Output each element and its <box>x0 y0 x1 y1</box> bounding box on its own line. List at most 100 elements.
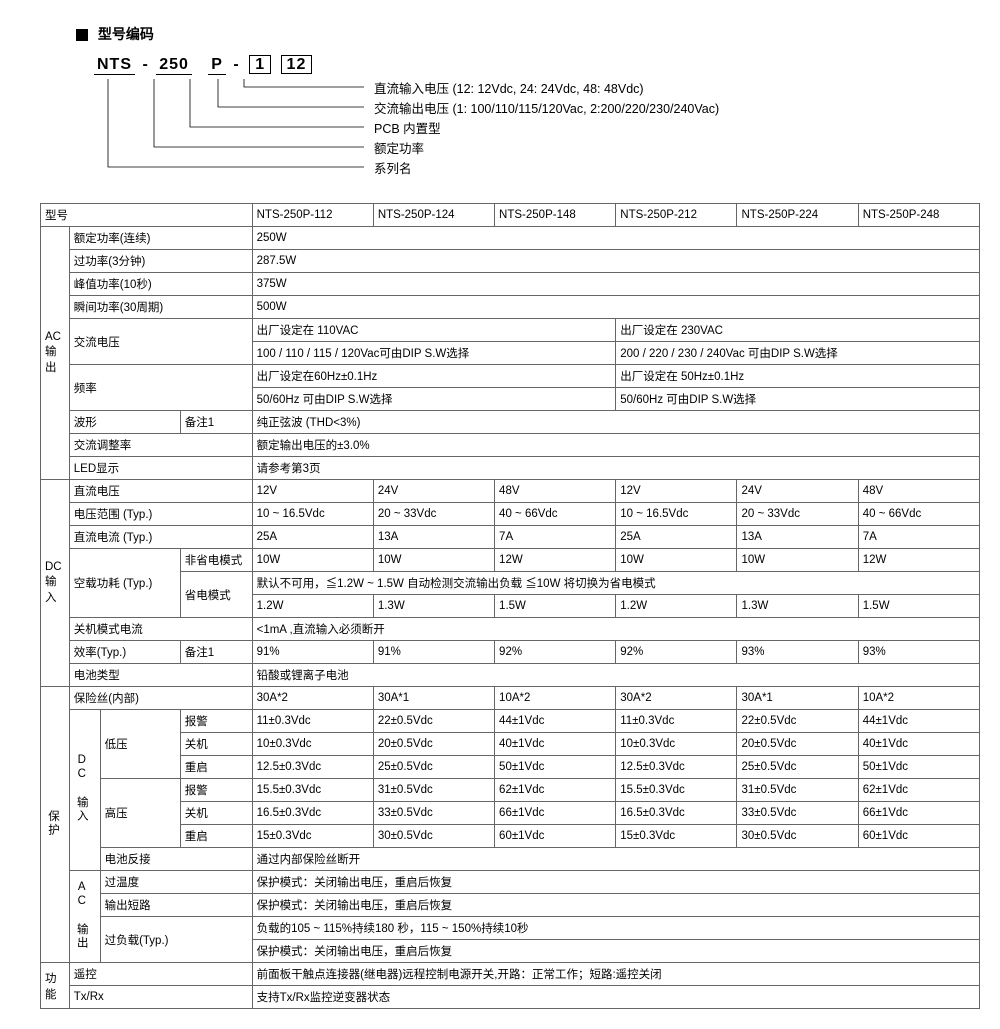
cell: 15.5±0.3Vdc <box>616 779 737 802</box>
col-model-1: NTS-250P-124 <box>373 204 494 227</box>
prot-sc-v: 保护模式：关闭输出电压，重启后恢复 <box>252 894 979 917</box>
cell: 44±1Vdc <box>858 710 979 733</box>
cell: 48V <box>858 480 979 503</box>
model-seg-series: NTS <box>94 56 135 75</box>
model-seg-vout: 1 <box>249 55 271 74</box>
table-row: 空载功耗 (Typ.) 非省电模式 10W10W12W10W10W12W <box>41 549 980 572</box>
cell: 10±0.3Vdc <box>616 733 737 756</box>
cell: 12V <box>252 480 373 503</box>
cell: 20 ~ 33Vdc <box>737 503 858 526</box>
cell: 31±0.5Vdc <box>737 779 858 802</box>
cell: 25A <box>616 526 737 549</box>
ac-led-l: LED显示 <box>69 457 252 480</box>
func-txrx-v: 支持Tx/Rx监控逆变器状态 <box>252 986 979 1009</box>
cell: 33±0.5Vdc <box>373 802 494 825</box>
cell: 31±0.5Vdc <box>373 779 494 802</box>
model-seg-dash2: - <box>231 56 241 73</box>
cell: 13A <box>373 526 494 549</box>
cell: 10W <box>616 549 737 572</box>
cell: 30A*1 <box>737 687 858 710</box>
cell: 40±1Vdc <box>495 733 616 756</box>
cell: 22±0.5Vdc <box>737 710 858 733</box>
cell: 44±1Vdc <box>495 710 616 733</box>
cell: 20±0.5Vdc <box>737 733 858 756</box>
table-row: 功能 遥控 前面板干触点连接器(继电器)远程控制电源开关,开路：正常工作；短路:… <box>41 963 980 986</box>
ac-rated-v: 250W <box>252 227 979 250</box>
dc-noload-l: 空载功耗 (Typ.) <box>69 549 180 618</box>
cat-dc-input: DC 输入 <box>41 480 70 687</box>
cell: 1.5W <box>495 595 616 618</box>
col-model-4: NTS-250P-224 <box>737 204 858 227</box>
cell: 62±1Vdc <box>858 779 979 802</box>
col-model-2: NTS-250P-148 <box>495 204 616 227</box>
func-rc-l: 遥控 <box>69 963 252 986</box>
ac-surge-l: 瞬间功率(30周期) <box>69 296 252 319</box>
prot-lv-rs-l: 重启 <box>180 756 252 779</box>
cell: 30A*1 <box>373 687 494 710</box>
cell: 12.5±0.3Vdc <box>616 756 737 779</box>
cell: 40±1Vdc <box>858 733 979 756</box>
cell: 92% <box>616 641 737 664</box>
prot-ol-l: 过负载(Typ.) <box>100 917 252 963</box>
dc-eff-l: 效率(Typ.) <box>69 641 180 664</box>
cell: 60±1Vdc <box>495 825 616 848</box>
prot-lv-alarm-l: 报警 <box>180 710 252 733</box>
cell: 15±0.3Vdc <box>616 825 737 848</box>
cell: 93% <box>858 641 979 664</box>
cell: 33±0.5Vdc <box>737 802 858 825</box>
cell: 48V <box>495 480 616 503</box>
prot-hv-sd-l: 关机 <box>180 802 252 825</box>
cell: 16.5±0.3Vdc <box>616 802 737 825</box>
dc-noload-b: 省电模式 <box>180 572 252 618</box>
col-model-3: NTS-250P-212 <box>616 204 737 227</box>
table-row: 关机 10±0.3Vdc20±0.5Vdc40±1Vdc10±0.3Vdc20±… <box>41 733 980 756</box>
cell: 20 ~ 33Vdc <box>373 503 494 526</box>
ac-over-v: 287.5W <box>252 250 979 273</box>
cat-function: 功能 <box>41 963 70 1009</box>
cell: 11±0.3Vdc <box>252 710 373 733</box>
cell: 91% <box>373 641 494 664</box>
cell: 1.2W <box>252 595 373 618</box>
cell: 11±0.3Vdc <box>616 710 737 733</box>
cell: 12W <box>495 549 616 572</box>
cell: 10W <box>373 549 494 572</box>
cell: 15.5±0.3Vdc <box>252 779 373 802</box>
table-row: 高压 报警 15.5±0.3Vdc31±0.5Vdc62±1Vdc15.5±0.… <box>41 779 980 802</box>
table-row: 频率 出厂设定在60Hz±0.1Hz 出厂设定在 50Hz±0.1Hz <box>41 365 980 388</box>
prot-sc-l: 输出短路 <box>100 894 252 917</box>
cell: 30±0.5Vdc <box>373 825 494 848</box>
table-row: LED显示 请参考第3页 <box>41 457 980 480</box>
connector-lines-icon <box>94 79 374 189</box>
cell: 24V <box>373 480 494 503</box>
cell: 66±1Vdc <box>858 802 979 825</box>
ac-freq-a2: 50/60Hz 可由DIP S.W选择 <box>252 388 616 411</box>
ac-led-v: 请参考第3页 <box>252 457 979 480</box>
cell: 92% <box>495 641 616 664</box>
table-row: 重启 15±0.3Vdc30±0.5Vdc60±1Vdc15±0.3Vdc30±… <box>41 825 980 848</box>
table-row: DC 输入 直流电压 12V24V48V12V24V48V <box>41 480 980 503</box>
cell: 40 ~ 66Vdc <box>495 503 616 526</box>
cell: 1.2W <box>616 595 737 618</box>
ac-surge-v: 500W <box>252 296 979 319</box>
table-row: AC 输出 过温度 保护模式：关闭输出电压，重启后恢复 <box>41 871 980 894</box>
desc-line-power: 额定功率 <box>374 139 719 159</box>
prot-otp-v: 保护模式：关闭输出电压，重启后恢复 <box>252 871 979 894</box>
cell: 7A <box>858 526 979 549</box>
cell: 24V <box>737 480 858 503</box>
table-row: 过负载(Typ.) 负载的105 ~ 115%持续180 秒，115 ~ 150… <box>41 917 980 940</box>
ac-wave-l: 波形 <box>69 411 180 434</box>
table-row: 关机 16.5±0.3Vdc33±0.5Vdc66±1Vdc16.5±0.3Vd… <box>41 802 980 825</box>
cell: 1.3W <box>373 595 494 618</box>
dc-off-l: 关机模式电流 <box>69 618 252 641</box>
section-title-text: 型号编码 <box>98 26 154 42</box>
ac-volt-a1: 出厂设定在 110VAC <box>252 319 616 342</box>
cell: 10 ~ 16.5Vdc <box>252 503 373 526</box>
table-row: 关机模式电流 <1mA ,直流输入必须断开 <box>41 618 980 641</box>
cat-protection: 保护 <box>41 687 70 963</box>
cell: 60±1Vdc <box>858 825 979 848</box>
desc-line-vout: 交流输出电压 (1: 100/110/115/120Vac, 2:200/220… <box>374 99 719 119</box>
model-seg-power: 250 <box>156 56 192 75</box>
prot-rev-l: 电池反接 <box>100 848 252 871</box>
model-code-diagram: 直流输入电压 (12: 12Vdc, 24: 24Vdc, 48: 48Vdc)… <box>94 79 980 189</box>
cell: 10W <box>252 549 373 572</box>
